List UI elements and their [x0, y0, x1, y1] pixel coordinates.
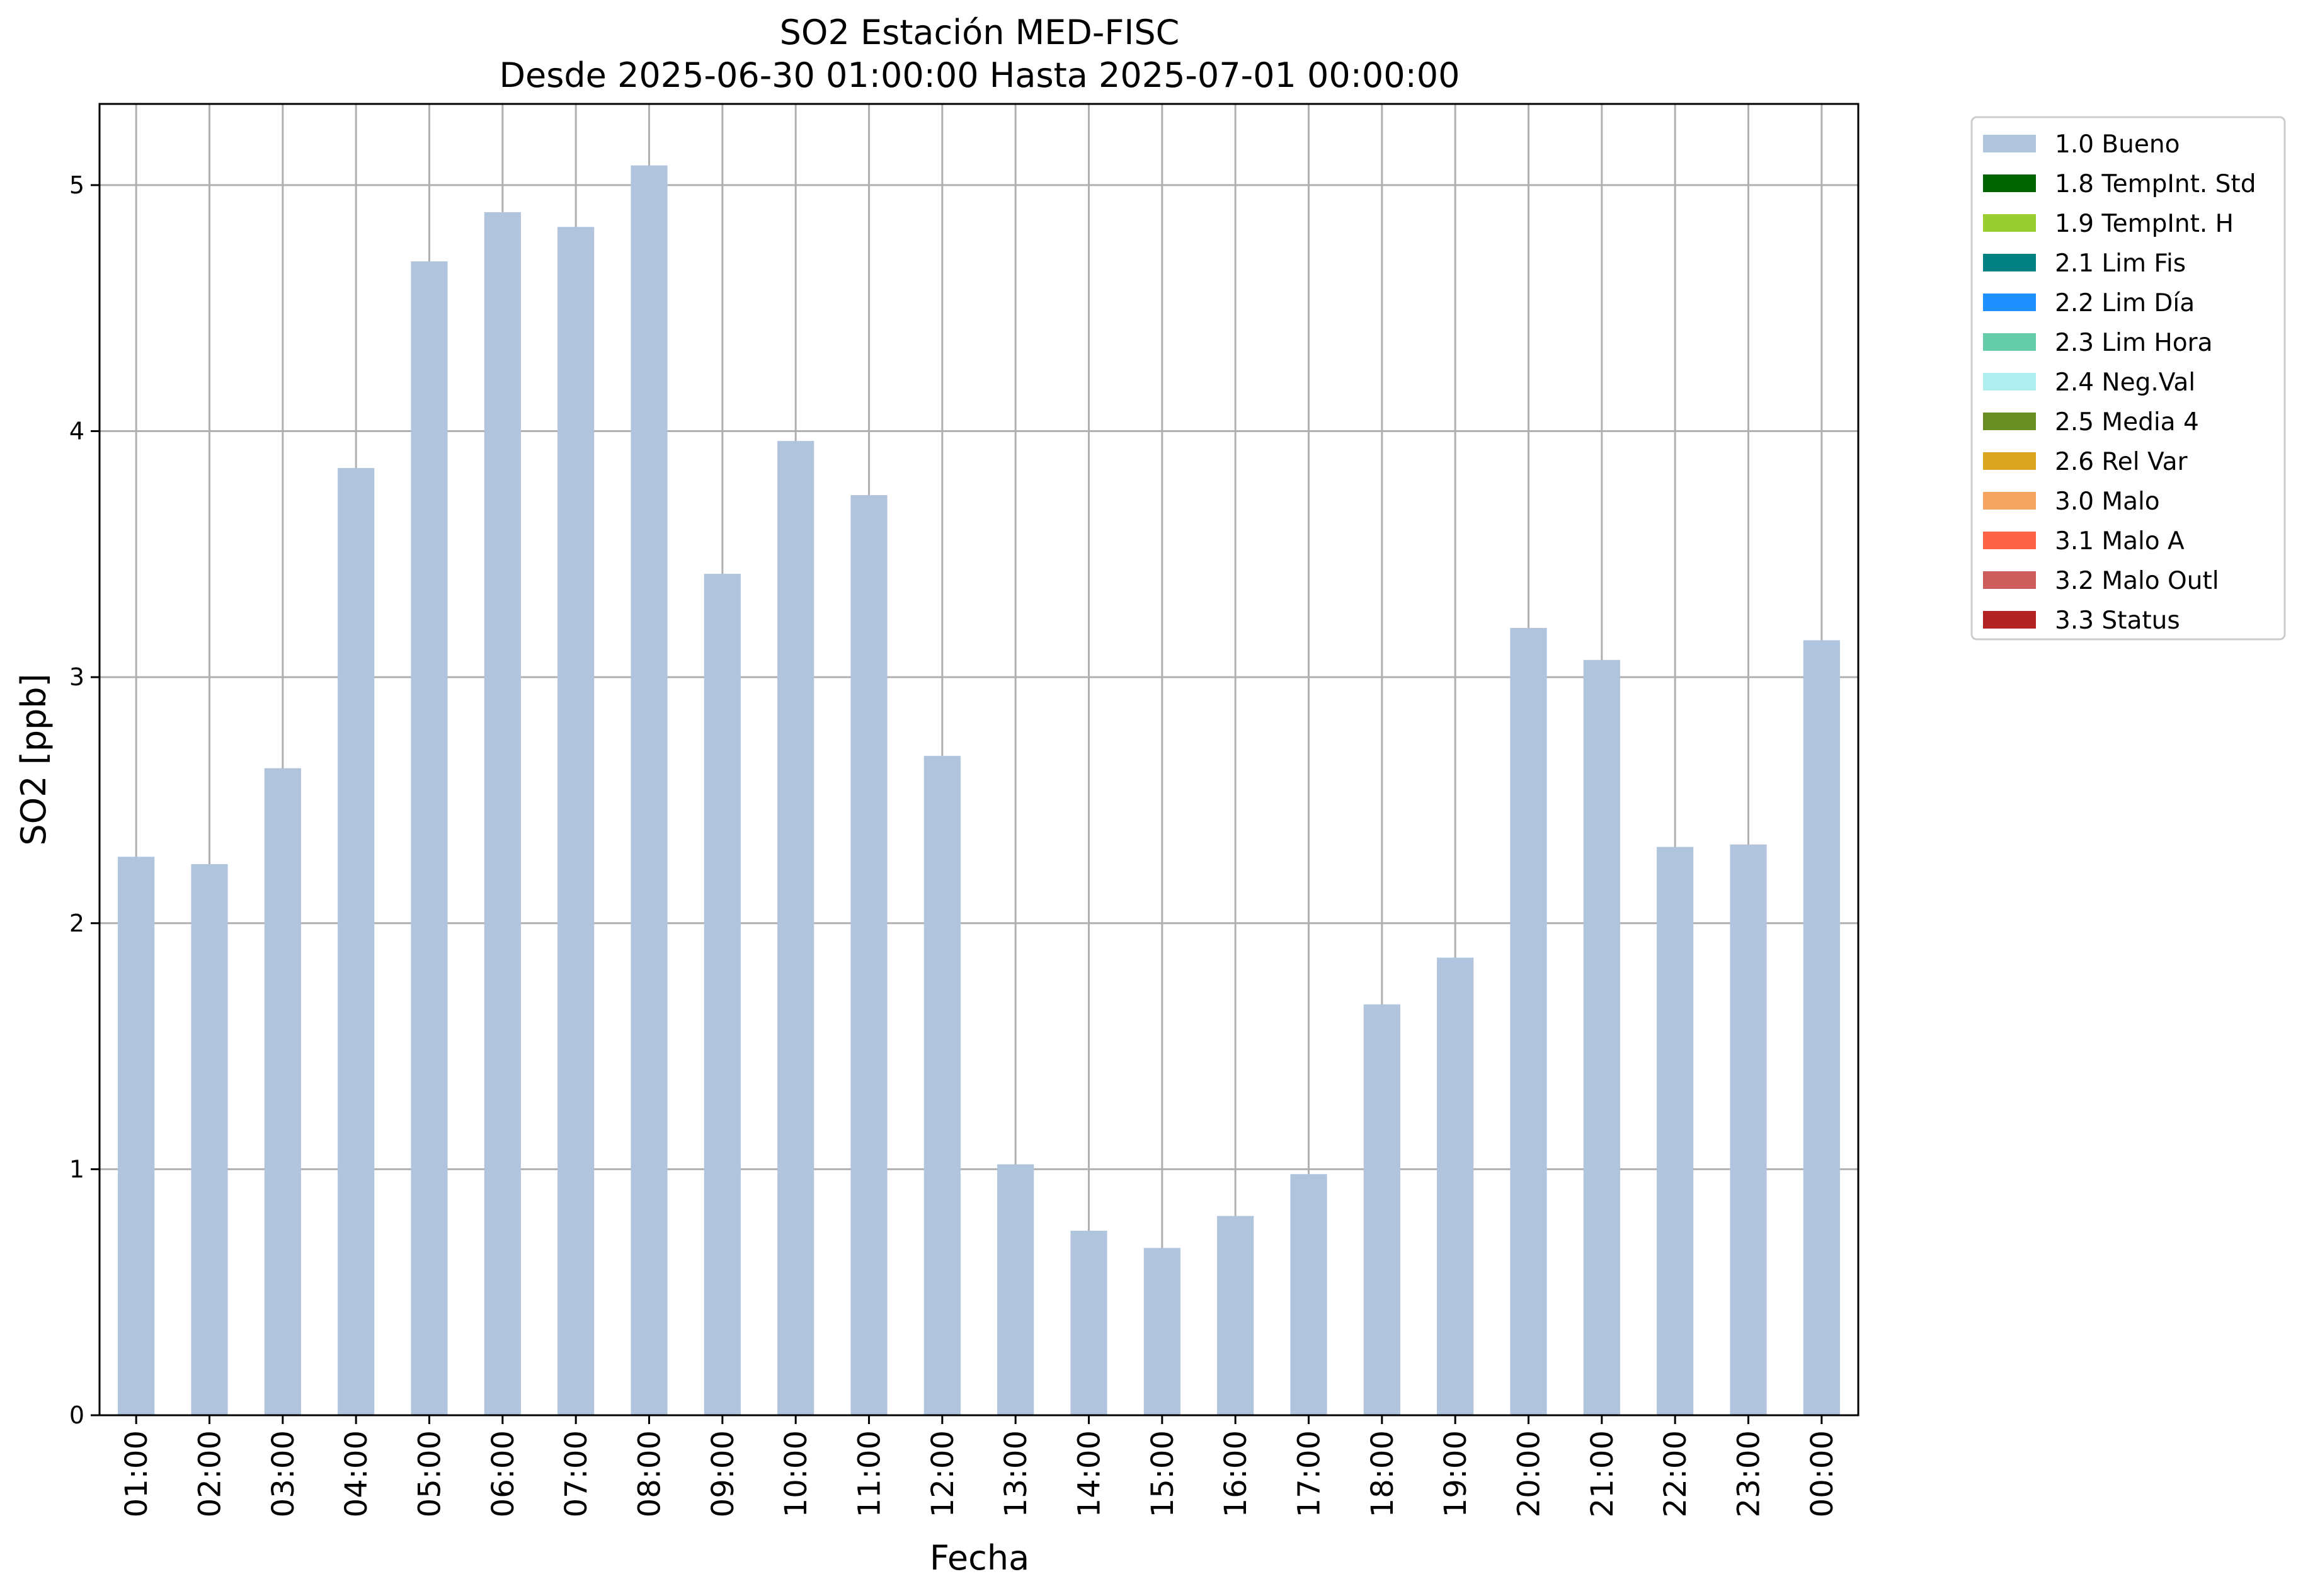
x-tick-label: 12:00 [925, 1430, 961, 1517]
bar-1600 [1217, 1216, 1254, 1415]
legend-swatch [1983, 492, 2036, 510]
x-tick-label: 17:00 [1292, 1430, 1327, 1517]
bar-0900 [704, 574, 741, 1416]
x-tick-label: 04:00 [339, 1430, 374, 1517]
legend-label: 1.8 TempInt. Std [2055, 170, 2256, 198]
legend-label: 1.9 TempInt. H [2055, 210, 2234, 238]
y-tick-label: 4 [69, 418, 84, 445]
x-tick-label: 01:00 [119, 1430, 154, 1517]
bar-1700 [1290, 1174, 1327, 1415]
y-tick-label: 5 [69, 171, 84, 199]
legend-swatch [1983, 611, 2036, 629]
bar-0100 [118, 857, 155, 1415]
x-tick-label: 19:00 [1438, 1430, 1473, 1517]
bar-2000 [1510, 628, 1547, 1415]
legend-label: 1.0 Bueno [2055, 130, 2180, 159]
x-tick-label: 15:00 [1145, 1430, 1180, 1517]
bar-0300 [264, 768, 301, 1415]
bars [118, 165, 1840, 1416]
legend-swatch [1983, 135, 2036, 152]
x-tick-label: 10:00 [779, 1430, 814, 1517]
bar-0500 [411, 261, 448, 1416]
bar-1400 [1070, 1231, 1107, 1415]
bar-2200 [1657, 846, 1694, 1415]
legend-label: 3.3 Status [2055, 607, 2180, 635]
x-tick-label: 22:00 [1658, 1430, 1693, 1517]
x-tick-label: 00:00 [1805, 1430, 1840, 1517]
x-tick-label: 02:00 [193, 1430, 228, 1517]
bar-0200 [191, 864, 228, 1415]
plot-frame [98, 103, 1860, 1416]
y-tick-label: 3 [69, 663, 84, 691]
bar-2300 [1730, 844, 1767, 1415]
legend-label: 2.3 Lim Hora [2055, 329, 2213, 357]
x-axis-label: Fecha [930, 1538, 1029, 1578]
x-tick-label: 08:00 [632, 1430, 668, 1517]
legend-label: 2.6 Rel Var [2055, 448, 2188, 476]
x-tick-label: 23:00 [1732, 1430, 1767, 1517]
y-axis-label: SO2 [ppb] [14, 673, 54, 845]
x-tick-label: 16:00 [1218, 1430, 1254, 1517]
legend-label: 2.1 Lim Fis [2055, 249, 2186, 278]
legend-swatch [1983, 294, 2036, 311]
bar-1300 [997, 1164, 1034, 1415]
x-tick-label: 14:00 [1072, 1430, 1107, 1517]
legend-swatch [1983, 413, 2036, 430]
x-tick-label: 20:00 [1512, 1430, 1547, 1517]
bar-0600 [484, 212, 521, 1415]
bar-0400 [338, 468, 375, 1415]
legend-frame [1970, 116, 2286, 641]
bar-0000 [1803, 640, 1840, 1415]
y-axis-ticks: 0 1 2 3 4 5 [69, 171, 100, 1429]
bar-2100 [1583, 659, 1620, 1415]
x-tick-label: 05:00 [413, 1430, 448, 1517]
x-axis-ticks: 01:00 02:00 03:00 04:00 05:00 06:00 07:00 08:00… [119, 1415, 1840, 1517]
y-tick-label: 0 [69, 1401, 84, 1429]
x-tick-label: 18:00 [1365, 1430, 1400, 1517]
x-tick-label: 21:00 [1585, 1430, 1620, 1517]
legend-swatch [1983, 571, 2036, 589]
legend-swatch [1983, 373, 2036, 390]
legend-label: 3.1 Malo A [2055, 527, 2185, 556]
legend: 1.0 Bueno 1.8 TempInt. Std 1.9 TempInt. H 2… [1970, 116, 2286, 641]
legend-label: 3.2 Malo Outl [2055, 567, 2219, 595]
legend-label: 2.2 Lim Día [2055, 289, 2195, 317]
x-tick-label: 07:00 [559, 1430, 594, 1517]
bar-1800 [1363, 1004, 1400, 1415]
legend-swatch [1983, 333, 2036, 351]
legend-swatch [1983, 214, 2036, 232]
legend-swatch [1983, 452, 2036, 470]
legend-label: 2.5 Media 4 [2055, 408, 2199, 436]
bar-1900 [1437, 957, 1474, 1415]
chart-subtitle: Desde 2025-06-30 01:00:00 Hasta 2025-07-… [499, 55, 1460, 95]
bar-0800 [631, 165, 668, 1415]
x-tick-label: 06:00 [486, 1430, 521, 1517]
bar-1500 [1143, 1248, 1180, 1415]
x-tick-label: 11:00 [852, 1430, 888, 1517]
x-tick-label: 13:00 [998, 1430, 1034, 1517]
legend-label: 2.4 Neg.Val [2055, 368, 2195, 397]
bar-1100 [850, 495, 888, 1415]
y-tick-label: 2 [69, 909, 84, 937]
bar-0700 [557, 227, 595, 1415]
legend-swatch [1983, 532, 2036, 549]
x-tick-label: 03:00 [266, 1430, 301, 1517]
legend-label: 3.0 Malo [2055, 487, 2160, 516]
bar-1200 [923, 756, 961, 1415]
bar-1000 [777, 441, 814, 1415]
chart-title: SO2 Estación MED-FISC [780, 13, 1180, 52]
y-tick-label: 1 [69, 1155, 84, 1183]
legend-swatch [1983, 174, 2036, 192]
legend-swatch [1983, 254, 2036, 271]
x-tick-label: 09:00 [706, 1430, 741, 1517]
